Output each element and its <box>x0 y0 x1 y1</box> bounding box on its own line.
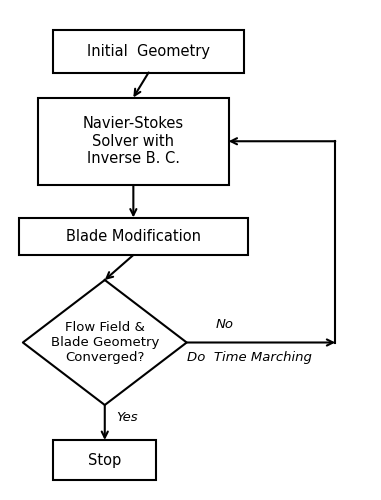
Bar <box>19 218 248 255</box>
Bar <box>53 30 244 72</box>
Text: No: No <box>215 318 233 332</box>
Text: Navier-Stokes
Solver with
Inverse B. C.: Navier-Stokes Solver with Inverse B. C. <box>83 116 184 166</box>
Text: Do  Time Marching: Do Time Marching <box>187 351 312 364</box>
Text: Flow Field &
Blade Geometry
Converged?: Flow Field & Blade Geometry Converged? <box>51 321 159 364</box>
Text: Yes: Yes <box>116 411 138 424</box>
Bar <box>53 440 156 480</box>
Text: Blade Modification: Blade Modification <box>66 229 201 244</box>
Bar <box>38 98 229 185</box>
Text: Stop: Stop <box>88 452 122 468</box>
Text: Initial  Geometry: Initial Geometry <box>87 44 210 59</box>
